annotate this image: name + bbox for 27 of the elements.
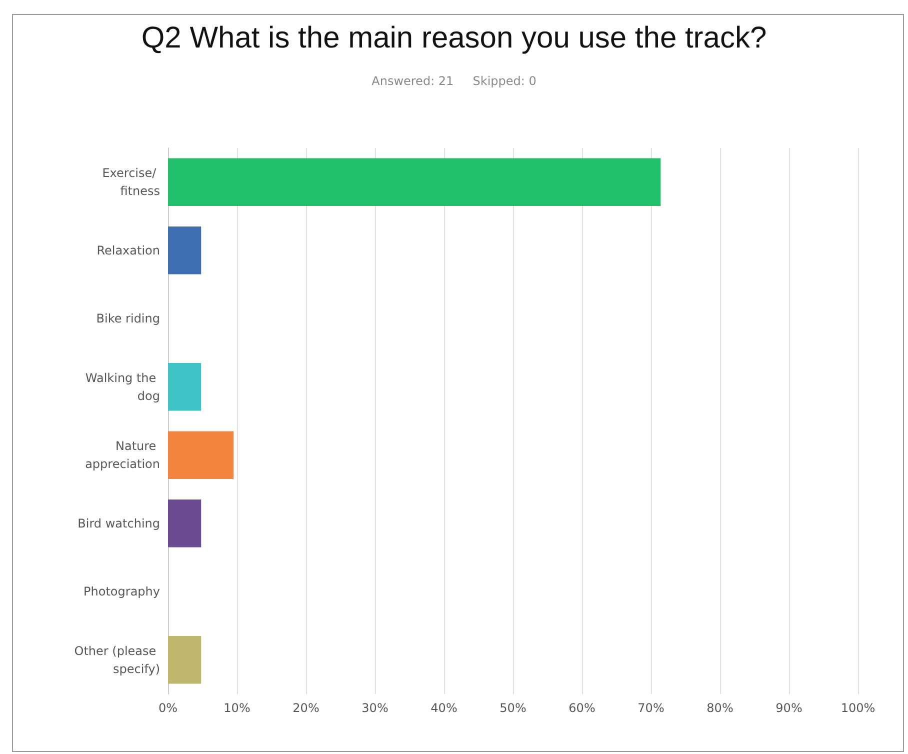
chart-subtitle: Answered: 21 Skipped: 0: [372, 74, 536, 88]
x-tick-label: 60%: [568, 701, 596, 715]
x-tick-label: 100%: [840, 701, 876, 715]
y-tick-label: Bike riding: [96, 312, 160, 326]
bar: [168, 362, 202, 411]
x-tick-label: 70%: [638, 701, 664, 715]
x-tick-label: 10%: [224, 701, 250, 715]
y-tick-label: Photography: [84, 584, 160, 599]
x-tick-label: 80%: [706, 701, 734, 715]
x-tick-label: 30%: [362, 701, 388, 715]
y-tick-label: Walking the dog: [85, 370, 160, 403]
bar: [168, 226, 202, 274]
x-tick-label: 0%: [158, 701, 178, 715]
x-tick-label: 90%: [776, 701, 802, 715]
x-tick-label: 50%: [500, 701, 526, 715]
bar: [168, 158, 661, 206]
bar: [168, 499, 202, 548]
x-tick-label: 20%: [292, 701, 320, 715]
y-tick-label: Other (please specify): [74, 644, 160, 676]
x-tick-label: 40%: [430, 701, 458, 715]
y-tick-label: Nature appreciation: [85, 439, 160, 472]
y-tick-label: Bird watching: [78, 516, 160, 530]
bar: [168, 636, 202, 684]
bar: [168, 431, 234, 480]
y-tick-label: Exercise/ fitness: [102, 166, 160, 198]
chart-title: Q2 What is the main reason you use the track?: [141, 22, 767, 54]
y-tick-label: Relaxation: [96, 243, 160, 258]
